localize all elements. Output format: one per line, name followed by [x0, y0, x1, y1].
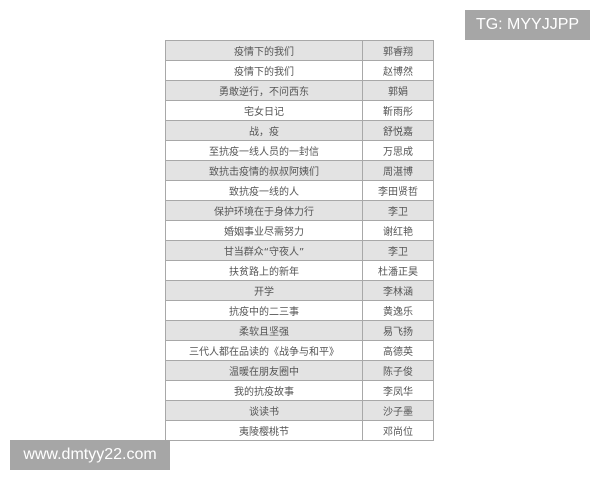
work-author: 赵博然 — [362, 60, 434, 81]
table-row: 致抗疫一线的人 李田贤哲 — [165, 180, 434, 201]
table-row: 至抗疫一线人员的一封信 万思成 — [165, 140, 434, 161]
work-title: 开学 — [165, 280, 363, 301]
work-title: 保护环境在于身体力行 — [165, 200, 363, 221]
table-row: 夷陵樱桃节 邓尚位 — [165, 420, 434, 441]
work-author: 李卫 — [362, 200, 434, 221]
work-title: 夷陵樱桃节 — [165, 420, 363, 441]
table-row: 我的抗疫故事 李凤华 — [165, 380, 434, 401]
work-title: 温暖在朋友圈中 — [165, 360, 363, 381]
table-row: 谈读书 沙子墨 — [165, 400, 434, 421]
table-row: 保护环境在于身体力行 李卫 — [165, 200, 434, 221]
work-title: 至抗疫一线人员的一封信 — [165, 140, 363, 161]
table-row: 柔软且坚强 易飞扬 — [165, 320, 434, 341]
work-title: 抗疫中的二三事 — [165, 300, 363, 321]
table-row: 扶贫路上的新年 杜潘正昊 — [165, 260, 434, 281]
work-title: 甘当群众“守夜人” — [165, 240, 363, 261]
work-title: 疫情下的我们 — [165, 60, 363, 81]
table-row: 开学 李林涵 — [165, 280, 434, 301]
works-table: 疫情下的我们 郭睿翔 疫情下的我们 赵博然 勇敢逆行，不问西东 郭娟 宅女日记 靳雨彤 战，疫舒… — [165, 40, 434, 441]
work-title: 谈读书 — [165, 400, 363, 421]
work-title: 扶贫路上的新年 — [165, 260, 363, 281]
work-author: 李凤华 — [362, 380, 434, 401]
work-author: 李林涵 — [362, 280, 434, 301]
table-row: 战，疫 舒悦嘉 — [165, 120, 434, 141]
watermark-bottom-left: www.dmtyy22.com — [10, 440, 170, 470]
table-row: 疫情下的我们 郭睿翔 — [165, 40, 434, 61]
work-author: 沙子墨 — [362, 400, 434, 421]
work-author: 易飞扬 — [362, 320, 434, 341]
work-author: 郭娟 — [362, 80, 434, 101]
table-row: 疫情下的我们 赵博然 — [165, 60, 434, 81]
table-row: 抗疫中的二三事 黄逸乐 — [165, 300, 434, 321]
work-author: 谢红艳 — [362, 220, 434, 241]
table-row: 婚姻事业尽需努力 谢红艳 — [165, 220, 434, 241]
work-author: 邓尚位 — [362, 420, 434, 441]
work-title: 致抗击疫情的叔叔阿姨们 — [165, 160, 363, 181]
table-row: 甘当群众“守夜人” 李卫 — [165, 240, 434, 261]
work-author: 万思成 — [362, 140, 434, 161]
work-title: 勇敢逆行，不问西东 — [165, 80, 363, 101]
work-author: 陈子俊 — [362, 360, 434, 381]
table-row: 三代人都在品读的《战争与和平》 高德英 — [165, 340, 434, 361]
work-author: 李卫 — [362, 240, 434, 261]
table-row: 致抗击疫情的叔叔阿姨们 周湛博 — [165, 160, 434, 181]
work-author: 李田贤哲 — [362, 180, 434, 201]
work-author: 靳雨彤 — [362, 100, 434, 121]
table-row: 宅女日记 靳雨彤 — [165, 100, 434, 121]
work-author: 高德英 — [362, 340, 434, 361]
work-title: 柔软且坚强 — [165, 320, 363, 341]
work-title: 宅女日记 — [165, 100, 363, 121]
work-title: 我的抗疫故事 — [165, 380, 363, 401]
table-row: 温暖在朋友圈中 陈子俊 — [165, 360, 434, 381]
work-title: 婚姻事业尽需努力 — [165, 220, 363, 241]
work-title: 致抗疫一线的人 — [165, 180, 363, 201]
table-row: 勇敢逆行，不问西东 郭娟 — [165, 80, 434, 101]
watermark-top-right: TG: MYYJJPP — [465, 10, 590, 40]
work-author: 杜潘正昊 — [362, 260, 434, 281]
work-title: 战，疫 — [165, 120, 363, 141]
work-title: 三代人都在品读的《战争与和平》 — [165, 340, 363, 361]
work-author: 周湛博 — [362, 160, 434, 181]
work-title: 疫情下的我们 — [165, 40, 363, 61]
work-author: 郭睿翔 — [362, 40, 434, 61]
work-author: 舒悦嘉 — [362, 120, 434, 141]
work-author: 黄逸乐 — [362, 300, 434, 321]
